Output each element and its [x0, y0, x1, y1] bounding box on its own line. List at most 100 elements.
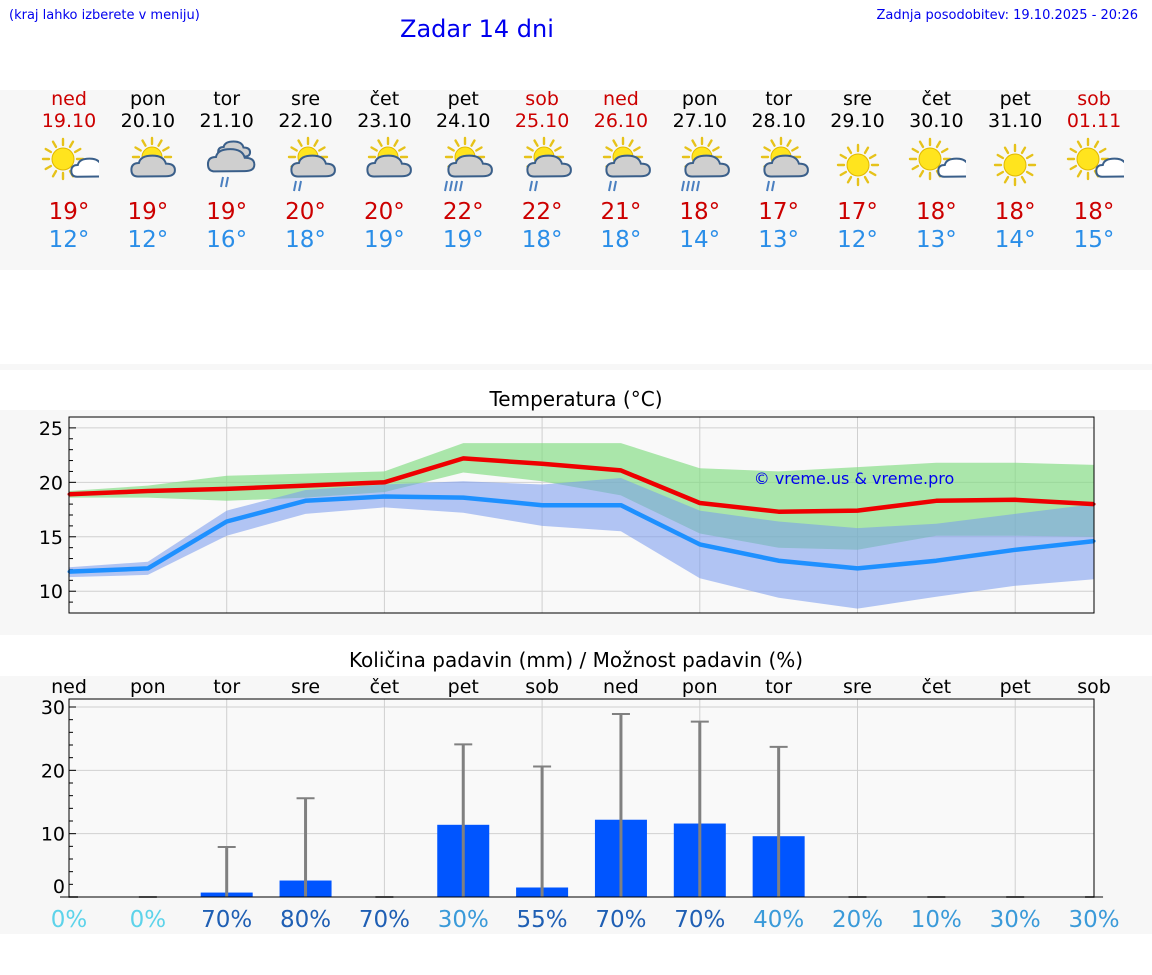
- sun-cloud-rain-icon: [602, 136, 651, 192]
- max-range-band: [69, 443, 1094, 550]
- day-date: 01.11: [1066, 110, 1122, 132]
- cloud-sun-icon: [366, 136, 413, 178]
- min-temp-point: [382, 494, 386, 498]
- y-tick-label: 30: [41, 697, 65, 719]
- sun-cloud-icon: [41, 137, 99, 181]
- sun-cloud-icon: [909, 137, 967, 181]
- day-date: 30.10: [909, 110, 964, 132]
- min-temp-point: [777, 559, 781, 563]
- day-name: sre: [843, 88, 872, 110]
- day-date: 23.10: [357, 110, 412, 132]
- max-temp-point: [146, 489, 150, 493]
- max-temp-point: [382, 480, 386, 484]
- sun-cloud-heavy-rain-icon: [444, 136, 494, 192]
- x-tick-label: čet: [370, 676, 400, 698]
- max-temp-point: [461, 456, 465, 460]
- max-temp-point: [1013, 498, 1017, 502]
- min-temp-point: [1013, 548, 1017, 552]
- precip-probability: 55%: [517, 907, 568, 933]
- precip-probability: 40%: [753, 907, 804, 933]
- min-temp: 18°: [285, 227, 326, 253]
- day-date: 28.10: [751, 110, 806, 132]
- min-temp-point: [225, 520, 229, 524]
- x-tick-label: ned: [603, 676, 639, 698]
- day-date: 29.10: [830, 110, 885, 132]
- min-temp-point: [934, 559, 938, 563]
- min-temp: 18°: [600, 227, 642, 253]
- max-temp: 18°: [915, 199, 957, 225]
- min-temp: 16°: [206, 227, 248, 253]
- min-temp: 15°: [1073, 227, 1115, 253]
- x-tick-label: sob: [1077, 676, 1111, 698]
- max-temp: 22°: [521, 199, 563, 225]
- max-temp: 19°: [127, 199, 169, 225]
- y-tick-label: 15: [39, 527, 63, 549]
- plot-area: [69, 699, 1094, 897]
- precip-probability: 0%: [130, 907, 167, 933]
- min-temp: 13°: [758, 227, 800, 253]
- forecast-day: ned 26.10 21° 18°: [581, 88, 661, 254]
- day-name: pon: [129, 88, 166, 110]
- min-temp-point: [461, 496, 465, 500]
- day-name: pet: [447, 88, 479, 110]
- x-tick-label: tor: [213, 676, 240, 698]
- day-date: 24.10: [436, 110, 491, 132]
- forecast-day: pon 27.10 18° 14°: [660, 88, 740, 254]
- sun-icon: [993, 143, 1037, 187]
- min-temp-point: [619, 503, 623, 507]
- min-temp-point: [540, 503, 544, 507]
- min-temp-line: [68, 494, 1095, 574]
- day-date: 20.10: [120, 110, 176, 132]
- day-name: ned: [51, 88, 87, 110]
- temperature-chart: 10 15 20 25 © vreme.us & vreme.pro: [39, 416, 1096, 614]
- forecast-day: pet 31.10 18° 14°: [975, 88, 1055, 254]
- max-temp: 18°: [679, 199, 721, 225]
- max-temp: 19°: [206, 199, 248, 225]
- day-date: 31.10: [987, 110, 1043, 132]
- min-range-band: [69, 478, 1094, 609]
- precip-probability: 80%: [280, 907, 331, 933]
- temperature-chart-title: Temperatura (°C): [489, 387, 663, 411]
- precip-probability: 70%: [595, 907, 646, 933]
- y-tick-label: 20: [39, 472, 63, 494]
- max-temp-line: [68, 456, 1095, 514]
- max-temp: 21°: [600, 199, 642, 225]
- max-temp: 22°: [442, 199, 484, 225]
- max-temp-point: [619, 468, 623, 472]
- plot-frame: [68, 698, 1095, 898]
- precip-probability: 70%: [359, 907, 410, 933]
- watermark: © vreme.us & vreme.pro: [754, 469, 955, 488]
- max-temp: 20°: [364, 199, 405, 225]
- min-temp: 18°: [521, 227, 563, 253]
- x-tick-label: pet: [448, 676, 479, 698]
- day-name: pet: [999, 88, 1031, 110]
- sun-cloud-rain-icon: [287, 136, 336, 192]
- sun-icon: [836, 143, 879, 187]
- day-name: čet: [369, 88, 400, 110]
- day-name: sob: [1077, 88, 1111, 110]
- forecast-day: čet 30.10 18° 13°: [896, 88, 976, 254]
- page-title: Zadar 14 dni: [400, 15, 554, 43]
- forecast-day: pon 20.10 19° 12°: [108, 88, 188, 254]
- forecast-day: pet 24.10 22° 19°: [423, 88, 503, 254]
- forecast-day: sob 25.10 22° 18°: [502, 88, 582, 254]
- cloud-rain-icon: [206, 140, 256, 188]
- max-temp: 18°: [1073, 199, 1115, 225]
- plot-frame: [68, 416, 1095, 614]
- sun-cloud-heavy-rain-icon: [680, 136, 730, 192]
- min-temp: 13°: [915, 227, 957, 253]
- forecast-day: čet 23.10 20° 19°: [344, 88, 424, 254]
- last-updated: Zadnja posodobitev: 19.10.2025 - 20:26: [876, 8, 1138, 23]
- precip-probability: 70%: [674, 907, 725, 933]
- x-tick-label: ned: [51, 676, 87, 698]
- precip-probability: 0%: [51, 907, 88, 933]
- min-temp: 19°: [364, 227, 405, 253]
- forecast-day: sre 29.10 17° 12°: [818, 88, 898, 254]
- max-temp: 19°: [48, 199, 90, 225]
- x-tick-label: pon: [682, 676, 718, 698]
- location-hint: (kraj lahko izberete v meniju): [9, 8, 200, 23]
- day-name: tor: [213, 88, 241, 110]
- y-tick-label: 0: [53, 876, 65, 898]
- min-temp-point: [698, 542, 702, 546]
